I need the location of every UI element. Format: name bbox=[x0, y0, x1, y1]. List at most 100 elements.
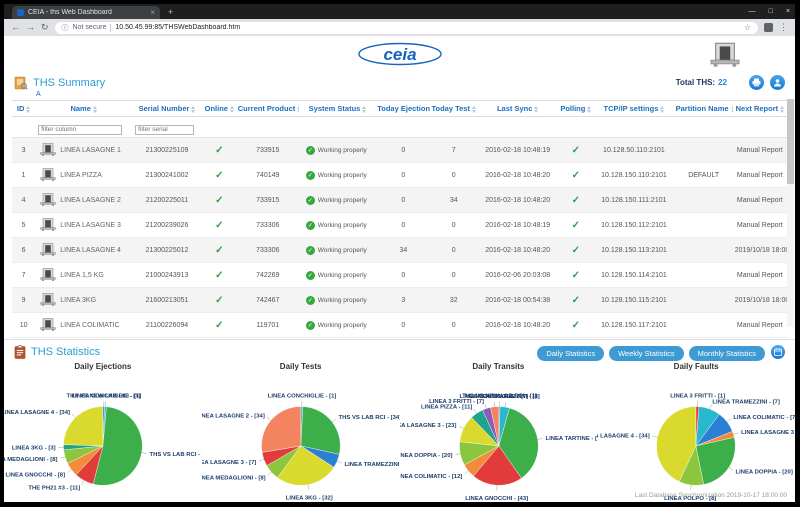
address-bar[interactable]: ⓘ Not secure 10.50.45.99:85/THSWebDashbo… bbox=[54, 21, 758, 34]
pie-slice[interactable] bbox=[276, 445, 334, 486]
sort-icon bbox=[230, 106, 234, 113]
pie-panel-daily-ejections: Daily Ejections THS VS NEW LAB RCI - [1] L… bbox=[4, 362, 202, 502]
column-header-next-report[interactable]: Next Report bbox=[732, 100, 787, 117]
cell-online: ✓ bbox=[201, 212, 237, 238]
cell-status: ✓ Working properly bbox=[298, 162, 377, 188]
cell-tcpip: 10.128.150.114:2101 bbox=[593, 262, 675, 288]
cell-today-test: 32 bbox=[430, 287, 477, 313]
new-tab-button[interactable]: + bbox=[168, 7, 174, 17]
cell-product: 733915 bbox=[236, 137, 299, 163]
window-close-button[interactable]: × bbox=[785, 8, 790, 15]
pie-label-line bbox=[267, 471, 272, 476]
stat-button-weekly-statistics[interactable]: Weekly Statistics bbox=[609, 346, 684, 361]
table-filter-row bbox=[12, 116, 787, 138]
column-header-serial-number[interactable]: Serial Number bbox=[132, 100, 202, 117]
cell-last-sync: 2016-02-18 10:48:20 bbox=[477, 162, 559, 188]
summary-header: THS Summary Total THS: 22 bbox=[4, 72, 795, 91]
pie-label: LINEA DOPPIA - [20] bbox=[736, 470, 793, 476]
pie-slice[interactable] bbox=[92, 406, 143, 486]
scrollbar-thumb[interactable] bbox=[787, 99, 794, 184]
sort-icon bbox=[362, 106, 366, 113]
machine-icon bbox=[40, 267, 56, 283]
cell-tcpip: 10.128.150.115:2101 bbox=[593, 287, 675, 313]
stat-button-daily-statistics[interactable]: Daily Statistics bbox=[537, 346, 605, 361]
sort-icon bbox=[472, 106, 476, 113]
pie-label: THS VS NEW LAB RCI - [1] bbox=[67, 394, 142, 400]
column-header-current-product[interactable]: Current Product bbox=[236, 100, 299, 117]
cell-product: 733306 bbox=[236, 237, 299, 263]
extension-icon[interactable] bbox=[764, 23, 773, 32]
cell-partition bbox=[674, 237, 733, 263]
column-header-id[interactable]: ID bbox=[12, 100, 36, 117]
status-text: Working properly bbox=[317, 196, 367, 204]
table-row[interactable]: 7 LINEA 1,5 KG 21000243913 ✓ 742269 ✓ Working … bbox=[12, 262, 787, 288]
cell-last-sync: 2016-02-18 10:48:19 bbox=[477, 137, 559, 163]
column-header-tcp-ip-settings[interactable]: TCP/IP settings bbox=[593, 100, 675, 117]
check-icon: ✓ bbox=[571, 269, 580, 281]
table-row[interactable]: 10 LINEA COLIMATIC 21100226094 ✓ 119701 ✓ Work… bbox=[12, 312, 787, 338]
table-row[interactable]: 5 LINEA LASAGNE 3 21200239026 ✓ 733306 ✓ Worki… bbox=[12, 212, 787, 238]
column-header-last-sync[interactable]: Last Sync bbox=[477, 100, 559, 117]
name-filter-input[interactable] bbox=[38, 124, 122, 135]
cell-name: LINEA 1,5 KG bbox=[35, 262, 133, 288]
table-row[interactable]: 9 LINEA 3KG 21600213051 ✓ 742467 ✓ Working pro… bbox=[12, 287, 787, 313]
column-header-partition-name[interactable]: Partition Name bbox=[674, 100, 733, 117]
summary-doc-icon bbox=[14, 76, 28, 90]
cell-last-sync: 2016-02-18 10:48:19 bbox=[477, 212, 559, 238]
cell-serial: 21100226094 bbox=[132, 312, 202, 338]
check-icon: ✓ bbox=[215, 269, 224, 281]
cell-id: 5 bbox=[12, 212, 36, 238]
window-maximize-button[interactable]: □ bbox=[768, 8, 773, 15]
tab-close-icon[interactable]: × bbox=[150, 8, 155, 17]
pie-label-line bbox=[504, 402, 506, 408]
pie-slice[interactable] bbox=[489, 406, 499, 446]
pie-slice[interactable] bbox=[656, 406, 697, 482]
pie-label: LINEA CONCHIGLIE - [1] bbox=[267, 394, 336, 400]
window-minimize-button[interactable]: — bbox=[748, 8, 756, 15]
sort-icon bbox=[93, 106, 97, 113]
cell-serial: 21300225012 bbox=[132, 237, 202, 263]
table-row[interactable]: 1 LINEA PIZZA 21300241002 ✓ 740149 ✓ Working p… bbox=[12, 162, 787, 188]
check-icon: ✓ bbox=[571, 294, 580, 306]
browser-menu-icon[interactable]: ⋮ bbox=[779, 22, 788, 32]
column-header-today-test[interactable]: Today Test bbox=[430, 100, 477, 117]
cell-next-report: Manual Report bbox=[732, 187, 787, 213]
pie-slice[interactable] bbox=[261, 406, 301, 453]
sync-status: Last Database Synchronization 2019-10-17… bbox=[634, 492, 787, 499]
cell-name: LINEA COLIMATIC bbox=[35, 312, 133, 338]
pie-slice[interactable] bbox=[472, 445, 522, 486]
pie-label-line bbox=[67, 469, 72, 473]
status-text: Working properly bbox=[317, 271, 367, 279]
table-row[interactable]: 6 LINEA LASAGNE 4 21300225012 ✓ 733306 ✓ Worki… bbox=[12, 237, 787, 263]
forward-icon[interactable]: → bbox=[26, 22, 35, 32]
column-header-system-status[interactable]: System Status bbox=[298, 100, 377, 117]
column-header-online[interactable]: Online bbox=[201, 100, 237, 117]
ths-name: LINEA PIZZA bbox=[60, 171, 102, 179]
column-header-today-ejection[interactable]: Today Ejection bbox=[376, 100, 431, 117]
column-header-polling[interactable]: Polling bbox=[558, 100, 594, 117]
cell-serial: 21000243913 bbox=[132, 262, 202, 288]
table-scrollbar[interactable] bbox=[787, 99, 794, 327]
cell-online: ✓ bbox=[201, 162, 237, 188]
ceia-logo: ceia bbox=[4, 36, 795, 72]
pie-label-line bbox=[727, 418, 732, 423]
serial-filter-input[interactable] bbox=[135, 124, 194, 135]
table-row[interactable]: 4 LINEA LASAGNE 2 21200225011 ✓ 733915 ✓ Worki… bbox=[12, 187, 787, 213]
ths-name: LINEA LASAGNE 1 bbox=[60, 146, 121, 154]
machine-image bbox=[710, 42, 740, 72]
bookmark-star-icon[interactable]: ☆ bbox=[743, 23, 751, 32]
cell-today-test: 0 bbox=[430, 312, 477, 338]
calendar-button[interactable] bbox=[771, 345, 785, 359]
pie-label-line bbox=[652, 436, 658, 438]
stat-button-monthly-statistics[interactable]: Monthly Statistics bbox=[688, 346, 765, 361]
sort-icon bbox=[731, 106, 733, 113]
column-header-name[interactable]: Name bbox=[35, 100, 133, 117]
browser-tab[interactable]: CEIA - ths Web Dashboard × bbox=[12, 6, 160, 19]
pie-slice[interactable] bbox=[63, 406, 104, 447]
user-button[interactable] bbox=[770, 75, 785, 90]
refresh-icon[interactable]: ↻ bbox=[41, 22, 49, 32]
table-row[interactable]: 3 LINEA LASAGNE 1 21300225109 ✓ 733915 ✓ Worki… bbox=[12, 137, 787, 163]
print-button[interactable] bbox=[749, 75, 764, 90]
back-icon[interactable]: ← bbox=[11, 22, 20, 32]
pie-label: LINEA PIZZA - [11] bbox=[420, 405, 471, 411]
